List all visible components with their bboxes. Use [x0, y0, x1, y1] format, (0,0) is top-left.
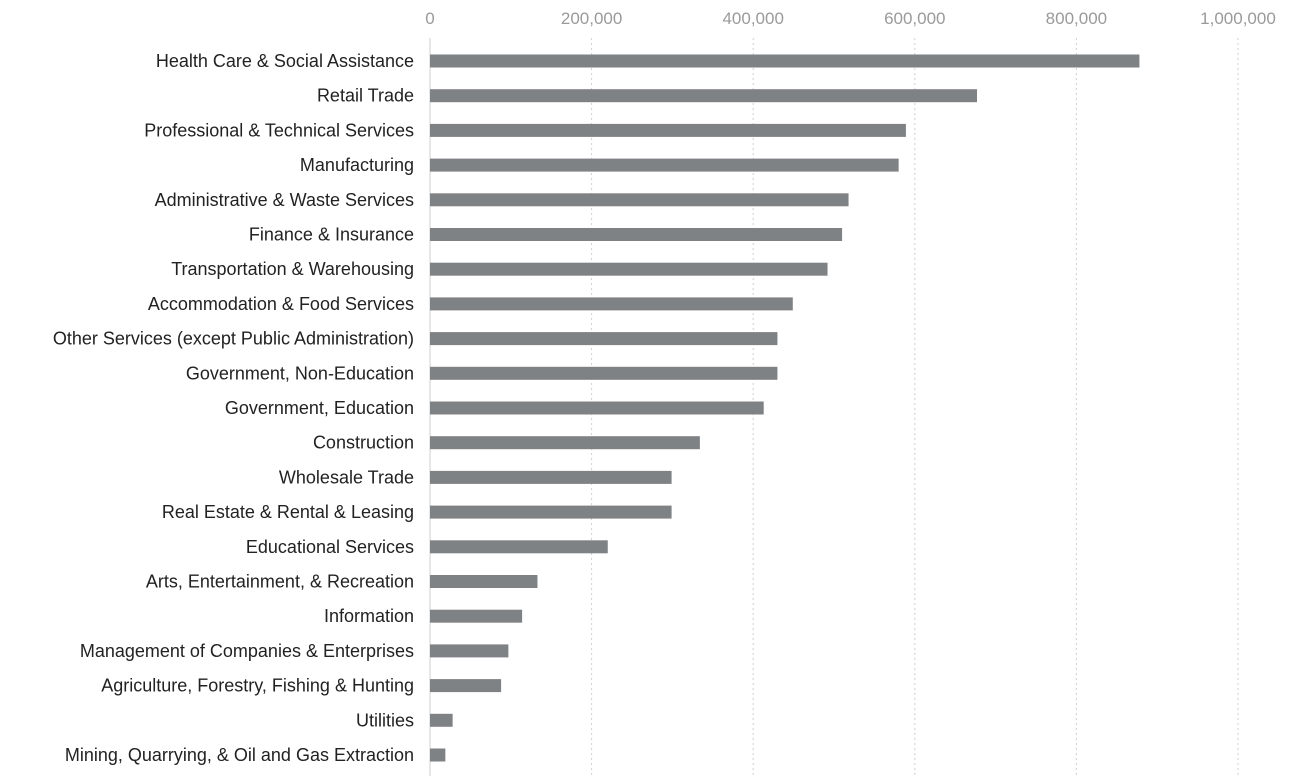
category-labels: Health Care & Social Assistance Retail Tr… — [53, 51, 414, 765]
category-label: Educational Services — [246, 537, 414, 557]
category-label: Arts, Entertainment, & Recreation — [146, 572, 414, 592]
x-axis-ticks: 0 200,000 400,000 600,000 800,000 1,000,000 — [425, 9, 1276, 28]
bar — [430, 332, 778, 346]
category-label: Government, Non-Education — [186, 363, 414, 383]
bar — [430, 366, 778, 380]
bar — [430, 228, 843, 241]
bars — [430, 54, 1140, 762]
category-label: Construction — [313, 433, 414, 453]
x-tick-label: 0 — [425, 9, 434, 28]
category-label: Agriculture, Forestry, Fishing & Hunting — [101, 676, 414, 696]
x-tick-label: 400,000 — [722, 9, 783, 28]
bar — [430, 54, 1140, 68]
bar — [430, 609, 523, 623]
category-label: Management of Companies & Enterprises — [80, 641, 414, 661]
category-label: Government, Education — [225, 398, 414, 418]
category-label: Manufacturing — [300, 155, 414, 175]
bar — [430, 575, 538, 588]
category-label: Other Services (except Public Administra… — [53, 329, 414, 349]
category-label: Real Estate & Rental & Leasing — [162, 502, 414, 522]
category-label: Utilities — [356, 710, 414, 730]
bar — [430, 540, 608, 554]
bar — [430, 644, 509, 658]
bar — [430, 748, 446, 762]
bar — [430, 470, 672, 484]
category-label: Accommodation & Food Services — [148, 294, 414, 314]
bar — [430, 713, 453, 727]
category-label: Finance & Insurance — [249, 225, 414, 245]
bar — [430, 89, 978, 103]
category-label: Administrative & Waste Services — [155, 190, 414, 210]
bar — [430, 297, 793, 311]
bar — [430, 262, 828, 276]
category-label: Transportation & Warehousing — [171, 259, 414, 279]
category-label: Retail Trade — [317, 86, 414, 106]
bar — [430, 401, 764, 415]
x-tick-label: 1,000,000 — [1200, 9, 1276, 28]
bar — [430, 505, 672, 519]
category-label: Professional & Technical Services — [144, 120, 414, 140]
bar — [430, 123, 906, 137]
bar — [430, 193, 849, 207]
x-tick-label: 600,000 — [884, 9, 945, 28]
category-label: Health Care & Social Assistance — [156, 51, 414, 71]
category-label: Information — [324, 606, 414, 626]
category-label: Wholesale Trade — [279, 467, 414, 487]
category-label: Mining, Quarrying, & Oil and Gas Extract… — [65, 745, 414, 765]
x-tick-label: 800,000 — [1046, 9, 1107, 28]
bar — [430, 436, 700, 450]
bar — [430, 679, 502, 693]
bar — [430, 158, 899, 172]
x-tick-label: 200,000 — [561, 9, 622, 28]
